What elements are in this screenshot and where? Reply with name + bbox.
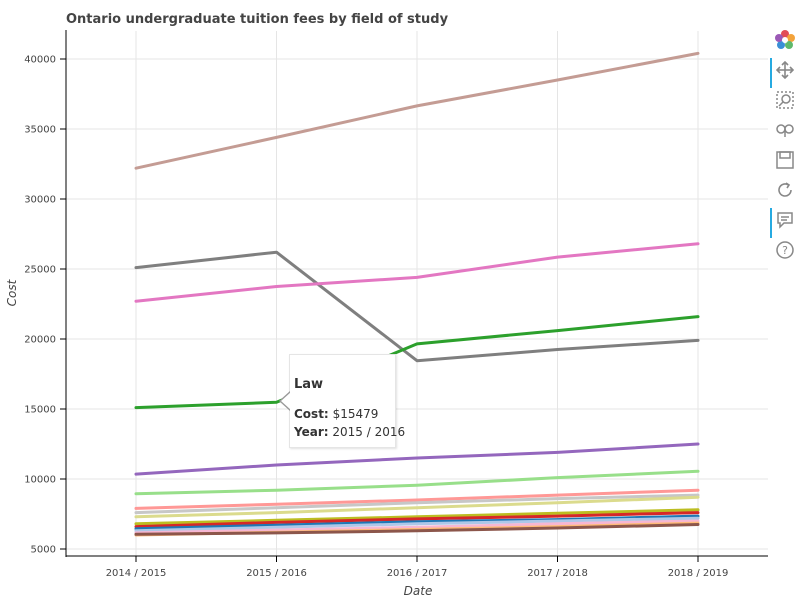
series-line[interactable] [134, 516, 700, 533]
series-line[interactable] [134, 51, 700, 170]
series-line[interactable] [134, 442, 700, 476]
series-line[interactable] [134, 493, 700, 515]
help-icon[interactable]: ? [773, 238, 797, 262]
save-icon[interactable] [773, 148, 797, 172]
reset-icon[interactable] [773, 178, 797, 202]
tooltip-year-value: 2015 / 2016 [332, 425, 406, 439]
y-tick-label: 5000 [31, 545, 56, 556]
x-tick-label: 2016 / 2017 [387, 568, 448, 579]
y-tick-label: 20000 [24, 335, 56, 346]
grid [66, 31, 768, 556]
tooltip-year-row: Year: 2015 / 2016 [294, 425, 405, 439]
series-line[interactable] [134, 519, 700, 535]
series-line[interactable] [134, 511, 700, 529]
x-tick-label: 2015 / 2016 [246, 568, 307, 579]
y-tick-label: 40000 [24, 55, 56, 66]
svg-text:?: ? [782, 244, 788, 257]
chart-title: Ontario undergraduate tuition fees by fi… [66, 12, 449, 27]
series-line[interactable] [134, 469, 700, 496]
box-zoom-icon[interactable] [773, 88, 797, 112]
pan-icon[interactable] [770, 58, 797, 88]
tooltip-cost-row: Cost: $15479 [294, 407, 378, 421]
y-tick-label: 25000 [24, 265, 56, 276]
y-tick-label: 15000 [24, 405, 56, 416]
x-tick-label: 2018 / 2019 [668, 568, 729, 579]
series-line[interactable] [134, 250, 700, 363]
y-tick-label: 35000 [24, 125, 56, 136]
chart-toolbar: ? [770, 26, 800, 276]
series-line[interactable] [134, 315, 700, 410]
tooltip-year-label: Year: [294, 425, 329, 439]
y-axis-label: Cost [5, 278, 19, 306]
x-tick-label: 2017 / 2018 [527, 568, 588, 579]
series-line[interactable] [134, 242, 700, 303]
tooltip-cost-label: Cost: [294, 407, 329, 421]
bokeh-logo-icon[interactable] [773, 28, 797, 52]
y-tick-label: 10000 [24, 475, 56, 486]
y-tick-label: 30000 [24, 195, 56, 206]
series-layer [134, 51, 700, 537]
x-tick-label: 2014 / 2015 [106, 568, 167, 579]
x-axis: 2014 / 2015 2015 / 2016 2016 / 2017 2017 / … [106, 556, 729, 579]
hover-tooltip: Law Cost: $15479 Year: 2015 / 2016 [279, 354, 405, 448]
y-axis: 5000 10000 15000 20000 25000 30000 35000 40000 [24, 55, 66, 556]
series-line[interactable] [134, 523, 700, 536]
x-axis-label: Date [404, 584, 433, 598]
chart[interactable]: 500010000150002000025000300003500040000 … [0, 0, 770, 600]
wheel-zoom-icon[interactable] [773, 118, 797, 142]
series-line[interactable] [134, 514, 700, 531]
tooltip-title: Law [294, 377, 324, 392]
series-line[interactable] [134, 495, 700, 519]
series-line[interactable] [134, 488, 700, 510]
hover-icon[interactable] [770, 208, 797, 238]
tooltip-cost-value: $15479 [332, 407, 379, 421]
series-line[interactable] [134, 508, 700, 526]
